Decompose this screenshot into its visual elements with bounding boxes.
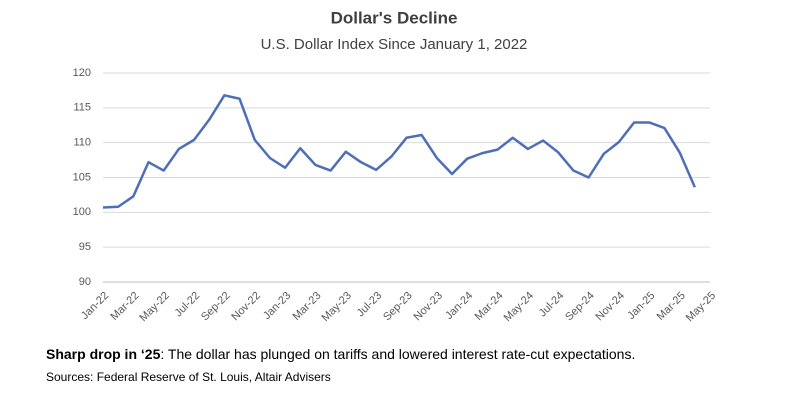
- data-line: [102, 94, 696, 209]
- x-tick-label: Mar-24: [473, 290, 506, 323]
- x-tick-label: Nov-23: [411, 290, 445, 324]
- x-tick-label: Sep-22: [199, 290, 233, 324]
- caption-bold: Sharp drop in ‘25: [46, 346, 161, 362]
- y-tick-label: 115: [73, 102, 91, 114]
- x-tick-label: Nov-24: [594, 290, 628, 324]
- x-tick-label: Mar-22: [108, 290, 141, 323]
- x-tick-label: Nov-22: [229, 290, 263, 324]
- chart-title: Dollar's Decline: [331, 8, 458, 27]
- y-tick-label: 95: [79, 241, 91, 253]
- x-tick-label: Jan-24: [443, 290, 475, 322]
- x-tick-label: Jan-25: [625, 290, 657, 322]
- y-tick-label: 110: [73, 137, 91, 149]
- caption: Sharp drop in ‘25: The dollar has plunge…: [46, 346, 635, 362]
- x-tick-label: Mar-25: [655, 290, 688, 323]
- source: Sources: Federal Reserve of St. Louis, A…: [46, 370, 331, 384]
- x-tick-label: Sep-23: [381, 290, 415, 324]
- x-tick-label: May-23: [320, 290, 354, 324]
- caption-text: : The dollar has plunged on tariffs and …: [160, 346, 635, 362]
- x-tick-label: May-24: [502, 290, 536, 324]
- y-tick-label: 90: [79, 276, 91, 288]
- y-tick-label: 120: [73, 67, 91, 79]
- y-tick-label: 100: [73, 206, 91, 218]
- x-tick-label: Jan-23: [261, 290, 293, 322]
- y-tick-label: 105: [73, 171, 91, 183]
- x-tick-label: May-25: [684, 290, 718, 324]
- x-tick-label: Jan-22: [79, 290, 111, 322]
- x-tick-label: Mar-23: [291, 290, 324, 323]
- x-tick-label: May-22: [137, 290, 171, 324]
- chart-subtitle: U.S. Dollar Index Since January 1, 2022: [261, 36, 528, 53]
- x-tick-label: Sep-24: [563, 290, 597, 324]
